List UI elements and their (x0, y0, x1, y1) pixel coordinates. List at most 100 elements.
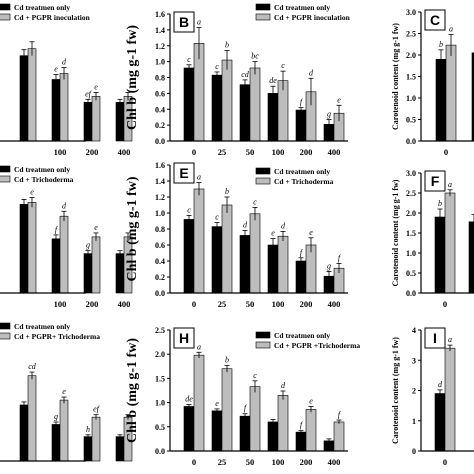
y-tick-label: 0.0 (155, 447, 165, 456)
legend-swatch (0, 13, 11, 21)
bar (434, 216, 446, 294)
legend-swatch (255, 177, 271, 185)
x-tick-label: 200 (300, 299, 313, 309)
significance-letter: c (253, 197, 257, 206)
significance-letter: ef (93, 405, 101, 414)
x-tick-label: 0 (192, 147, 196, 157)
y-tick-label: 3 (412, 356, 416, 365)
significance-letter: f (55, 225, 59, 234)
significance-letter: a (448, 335, 452, 344)
legend-swatch (0, 3, 11, 11)
significance-letter: f (300, 248, 304, 257)
y-tick-label: 0.0 (406, 289, 416, 298)
bar (221, 204, 233, 294)
significance-letter: e (271, 229, 275, 238)
bar (239, 235, 251, 294)
panel-label: I (433, 330, 437, 346)
y-tick-label: 3.0 (406, 169, 416, 178)
significance-letter: g (327, 261, 331, 270)
y-tick-label: 0.2 (155, 121, 165, 130)
bar (193, 188, 205, 294)
x-tick-label: 0 (443, 299, 447, 309)
bar (115, 253, 125, 294)
legend-label: Cd + PGPR inoculation (14, 13, 91, 22)
significance-letter: b (225, 355, 229, 364)
y-tick-label: 1.4 (155, 26, 165, 35)
y-tick-label: 0 (412, 447, 416, 456)
legend-label: Cd treatmen only (14, 165, 70, 174)
bar (59, 73, 69, 142)
significance-letter: cd (28, 362, 37, 371)
panel-I: 0 1 2 3 4 d a 0 Carotenoid content (mg g-1 fw) I (391, 326, 474, 467)
bar (59, 399, 69, 462)
legend-label: Cd + PGPR +Trichoderma (274, 341, 360, 350)
panel-label: E (179, 165, 188, 181)
significance-letter: e (309, 228, 313, 237)
legend-swatch (0, 175, 11, 183)
bar (211, 74, 223, 142)
legend-label: Cd + Trichoderma (274, 177, 334, 186)
y-tick-label: 1.5 (155, 374, 165, 383)
x-tick-label: 25 (218, 457, 227, 467)
y-tick-label: 1.2 (155, 42, 165, 51)
bar (295, 109, 307, 142)
significance-letter: bc (251, 52, 259, 61)
y-tick-label: 1.0 (155, 209, 165, 218)
significance-letter: e (54, 65, 58, 74)
significance-letter: c (187, 205, 191, 214)
panel-label-box (173, 162, 195, 184)
bar (183, 67, 195, 142)
significance-letter: d (62, 58, 67, 67)
y-tick-label: 0.6 (155, 241, 165, 250)
significance-letter: c (215, 213, 219, 222)
y-tick-label: 1.6 (155, 161, 165, 170)
bar (295, 260, 307, 294)
significance-letter: a (197, 173, 201, 182)
panel-B: 0.00.20.40.60.81.01.21.41.6ca0cb25cdbc50… (125, 3, 351, 157)
significance-letter: e (309, 396, 313, 405)
bar (115, 102, 125, 142)
y-tick-label: 1.5 (406, 73, 416, 82)
bar (83, 253, 93, 294)
y-tick-label: 2.5 (406, 189, 416, 198)
y-tick-label: 0.0 (406, 137, 416, 146)
panel-label-box (173, 11, 195, 33)
y-tick-label: 1.0 (155, 399, 165, 408)
significance-letter: de (269, 76, 277, 85)
x-tick-label: 50 (246, 299, 255, 309)
legend-swatch (255, 13, 271, 21)
legend-swatch (0, 322, 11, 330)
significance-letter: f (338, 253, 342, 262)
bar (468, 221, 474, 294)
significance-letter: d (243, 221, 248, 230)
bar (295, 431, 307, 452)
bar (444, 192, 456, 294)
y-tick-label: 1.4 (155, 177, 165, 186)
panel-label-box (424, 9, 446, 31)
y-axis-label: Chl b (mg g-1 fw) (125, 25, 140, 130)
significance-letter: e (62, 387, 66, 396)
y-tick-label: 0.2 (155, 273, 165, 282)
bar (83, 102, 93, 142)
x-tick-label: 400 (328, 457, 341, 467)
y-tick-label: 2.0 (406, 209, 416, 218)
significance-letter: f (300, 421, 304, 430)
legend-swatch (255, 3, 271, 11)
y-tick-label: 1 (412, 417, 416, 426)
bar (183, 406, 195, 452)
bar (333, 421, 345, 452)
legend-swatch (255, 341, 271, 349)
bar (27, 48, 37, 142)
significance-letter: de (185, 395, 193, 404)
significance-letter: c (215, 62, 219, 71)
legend-swatch (0, 332, 11, 340)
panel-E: 0.00.20.40.60.81.01.21.41.6ca0cb25dc50ed… (125, 161, 348, 309)
y-axis-label: Chl b (mg g-1 fw) (125, 338, 140, 443)
legend-label: Cd treatmen only (274, 331, 330, 340)
